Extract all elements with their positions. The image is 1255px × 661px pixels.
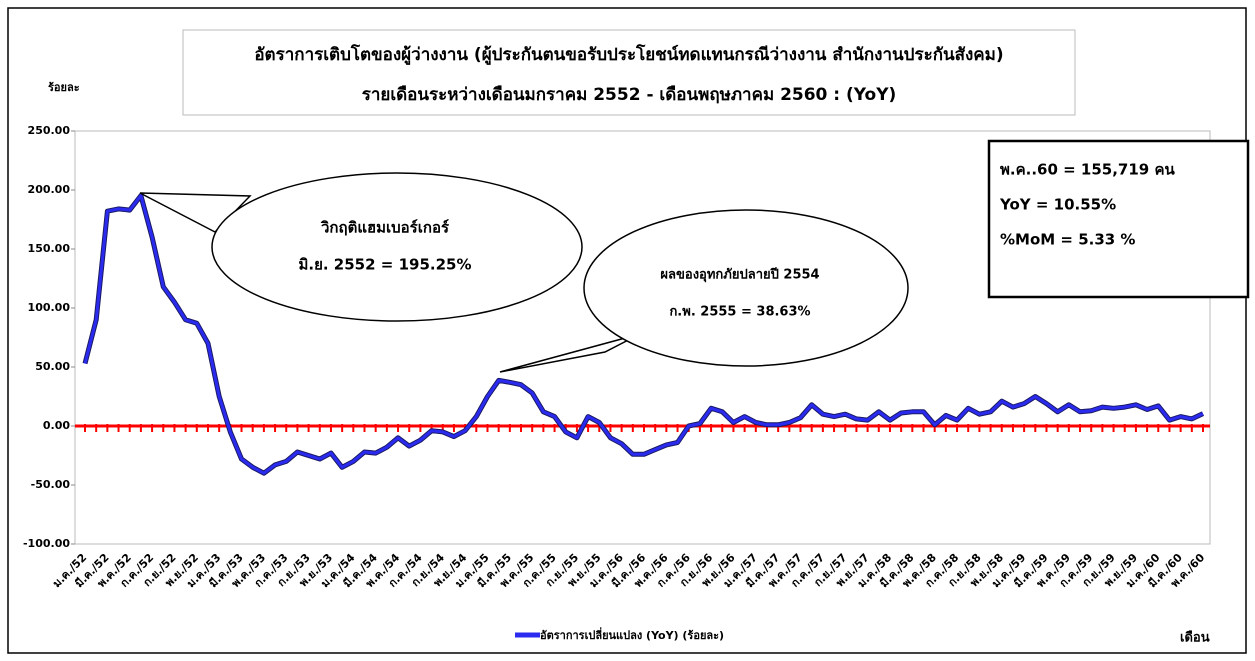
callout-bubble <box>583 209 909 367</box>
y-axis-label: ร้อยละ <box>48 81 80 94</box>
y-tick-label: 0.00 <box>43 419 70 432</box>
legend-label: อัตราการเปลี่ยนแปลง (YoY) (ร้อยละ) <box>540 627 724 642</box>
callout-text: มิ.ย. 2552 = 195.25% <box>299 256 472 274</box>
info-text: พ.ค..60 = 155,719 คน <box>1000 161 1175 179</box>
y-tick-label: 200.00 <box>28 183 71 196</box>
callout-tail <box>499 333 641 373</box>
y-tick-label: -50.00 <box>31 478 71 491</box>
y-tick-label: 250.00 <box>28 124 71 137</box>
title-box <box>182 29 1076 116</box>
y-tick-label: 100.00 <box>28 301 71 314</box>
y-tick-label: -100.00 <box>23 537 70 550</box>
callout-text: วิกฤติแฮมเบอร์เกอร์ <box>320 219 450 237</box>
chart-title: อัตราการเติบโตของผู้ว่างงาน (ผู้ประกันตน… <box>254 44 1003 66</box>
callout-text: ก.พ. 2555 = 38.63% <box>669 305 810 320</box>
callout: ผลของอุทกภัยปลายปี 2554 ก.พ. 2555 = 38.6… <box>499 209 909 373</box>
callout: วิกฤติแฮมเบอร์เกอร์ มิ.ย. 2552 = 195.25% <box>139 172 583 322</box>
info-text: YoY = 10.55% <box>999 196 1116 214</box>
callout-text: ผลของอุทกภัยปลายปี 2554 <box>660 267 819 283</box>
y-tick-label: 150.00 <box>28 242 71 255</box>
chart-subtitle: รายเดือนระหว่างเดือนมกราคม 2552 - เดือนพ… <box>362 84 897 105</box>
callout-bubble <box>211 172 583 322</box>
plot-area <box>74 130 1211 545</box>
x-axis-label: เดือน <box>1180 630 1210 646</box>
info-box <box>987 139 1250 299</box>
y-tick-label: 50.00 <box>35 360 70 373</box>
series-line <box>83 194 1204 475</box>
info-text: %MoM = 5.33 % <box>1000 231 1135 249</box>
